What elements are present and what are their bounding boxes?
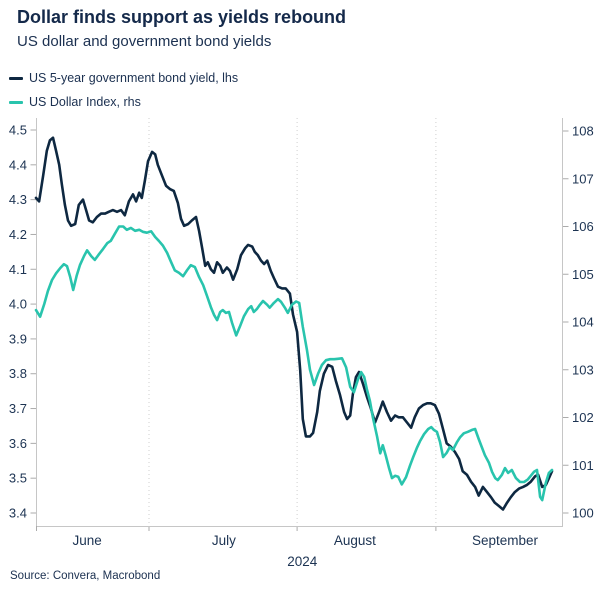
page-title: Dollar finds support as yields rebound	[17, 7, 347, 27]
x-axis-month-label: August	[334, 533, 376, 548]
right-axis-label: 104	[572, 315, 594, 330]
x-axis-month-label: July	[212, 533, 236, 548]
right-axis-label: 108	[572, 124, 594, 139]
left-axis-label: 3.7	[9, 401, 27, 416]
chart-legend: US 5-year government bond yield, lhs US …	[9, 66, 238, 114]
series-line-bond-yield	[34, 136, 554, 511]
legend-label-bond-yield: US 5-year government bond yield, lhs	[29, 71, 239, 85]
left-axis-label: 4.5	[9, 123, 27, 138]
x-axis-month-label: September	[472, 533, 539, 548]
left-axis-label: 4.0	[9, 297, 27, 312]
left-axis-label: 3.9	[9, 331, 27, 346]
right-axis-label: 103	[572, 362, 594, 377]
page-subtitle: US dollar and government bond yields	[17, 33, 272, 50]
left-axis-label: 3.5	[9, 471, 27, 486]
right-axis-label: 106	[572, 219, 594, 234]
left-axis-label: 4.1	[9, 262, 27, 277]
right-axis-label: 100	[572, 506, 594, 521]
right-axis-label: 105	[572, 267, 594, 282]
left-axis-label: 4.3	[9, 192, 27, 207]
x-axis-year-label: 2024	[287, 554, 318, 569]
left-axis-label: 3.6	[9, 436, 27, 451]
left-axis-label: 3.8	[9, 366, 27, 381]
legend-item-dollar-index: US Dollar Index, rhs	[9, 90, 238, 114]
legend-label-dollar-index: US Dollar Index, rhs	[29, 95, 141, 109]
source-note: Source: Convera, Macrobond	[10, 570, 161, 582]
right-axis-label: 107	[572, 171, 594, 186]
legend-swatch-teal	[9, 100, 23, 104]
legend-item-bond-yield: US 5-year government bond yield, lhs	[9, 66, 238, 90]
right-axis-label: 101	[572, 458, 594, 473]
series-line-dollar-index	[34, 225, 554, 502]
right-axis-label: 102	[572, 410, 594, 425]
left-axis-label: 4.4	[9, 157, 27, 172]
x-axis-month-label: June	[72, 533, 101, 548]
left-axis-label: 4.2	[9, 227, 27, 242]
legend-swatch-navy	[9, 76, 23, 80]
left-axis-label: 3.4	[9, 506, 27, 521]
